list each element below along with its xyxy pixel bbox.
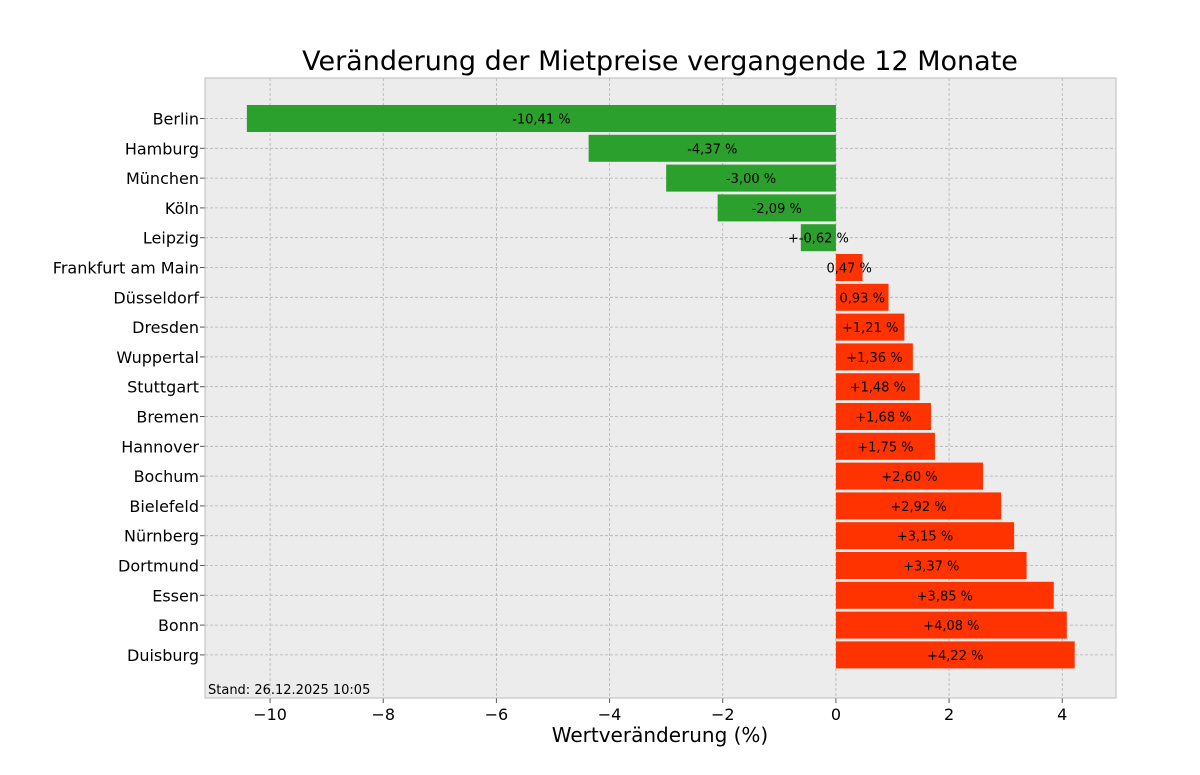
y-tick-label: Bonn xyxy=(158,616,199,635)
y-tick-label: Dresden xyxy=(132,318,199,337)
bar xyxy=(835,492,1002,520)
x-tick-labels: −10 −8 −6 −4 −2 0 2 4 xyxy=(253,698,1067,724)
bar-data-label: +3,85 % xyxy=(917,589,973,604)
x-tick-label: 4 xyxy=(1057,705,1067,724)
bar xyxy=(835,313,905,341)
bar-data-label: +4,22 % xyxy=(927,649,983,664)
x-tick-label: 2 xyxy=(944,705,954,724)
bar-data-label: +-0,62 % xyxy=(788,232,849,247)
bar xyxy=(835,343,913,371)
bar xyxy=(835,522,1015,550)
bar xyxy=(835,641,1075,669)
bar-data-label: 0,93 % xyxy=(840,291,885,306)
y-tick-label: Hamburg xyxy=(125,139,199,158)
bar-data-label: +2,60 % xyxy=(881,470,937,485)
bar xyxy=(835,611,1067,639)
y-tick-labels: Berlin Hamburg München Köln Leipzig Frankfurt… xyxy=(53,110,205,665)
grid-lines xyxy=(205,78,1116,698)
chart-title: Veränderung der Mietpreise vergangende 1… xyxy=(302,46,1018,77)
x-tick-label: −2 xyxy=(711,705,735,724)
y-tick-label: Düsseldorf xyxy=(113,288,199,307)
y-tick-label: Dortmund xyxy=(118,557,199,576)
bar-data-label: +1,21 % xyxy=(842,321,898,336)
x-tick-label: −4 xyxy=(598,705,622,724)
y-tick-label: Hannover xyxy=(121,437,199,456)
bar xyxy=(835,462,984,490)
bars xyxy=(246,105,1075,669)
x-tick-label: −8 xyxy=(371,705,395,724)
bar xyxy=(835,552,1027,579)
bar xyxy=(800,224,836,252)
bar xyxy=(835,283,889,311)
bar-data-label: +3,15 % xyxy=(897,530,953,545)
bar-data-label: -4,37 % xyxy=(687,142,737,157)
y-tick-label: Stuttgart xyxy=(127,378,199,397)
y-tick-label: Köln xyxy=(165,199,199,218)
y-tick-label: Frankfurt am Main xyxy=(53,259,199,278)
y-tick-label: Wuppertal xyxy=(116,348,199,367)
y-tick-label: Bremen xyxy=(136,408,199,427)
y-tick-label: Bielefeld xyxy=(129,497,199,516)
bar-data-label: +4,08 % xyxy=(923,619,979,634)
bar xyxy=(717,194,836,222)
bar-data-label: 0,47 % xyxy=(826,262,871,277)
bar xyxy=(246,105,836,132)
bar xyxy=(588,134,836,162)
y-tick-label: Duisburg xyxy=(127,646,199,665)
bar-data-label: +1,75 % xyxy=(857,440,913,455)
x-axis-label: Wertveränderung (%) xyxy=(552,723,769,747)
bar xyxy=(835,373,920,401)
bar xyxy=(835,581,1054,609)
bar xyxy=(835,254,863,281)
bar xyxy=(835,403,931,430)
bar-data-label: +1,36 % xyxy=(846,351,902,366)
y-tick-label: Leipzig xyxy=(143,229,199,248)
bar-labels: -10,41 % -4,37 % -3,00 % -2,09 % +-0,62 % 0,4… xyxy=(512,113,983,664)
bar xyxy=(835,432,935,460)
bar-data-label: +1,68 % xyxy=(855,411,911,426)
bar-data-label: -10,41 % xyxy=(512,113,570,128)
bar-data-label: -2,09 % xyxy=(752,202,802,217)
x-tick-label: −10 xyxy=(253,705,287,724)
bar xyxy=(666,164,836,192)
bar-data-label: +1,48 % xyxy=(850,381,906,396)
footnote: Stand: 26.12.2025 10:05 xyxy=(208,683,370,698)
y-tick-label: Bochum xyxy=(134,467,199,486)
x-tick-label: −6 xyxy=(485,705,509,724)
y-tick-label: Nürnberg xyxy=(124,527,199,546)
bar-data-label: +2,92 % xyxy=(890,500,946,515)
y-tick-label: München xyxy=(126,169,199,188)
y-tick-label: Essen xyxy=(152,586,199,605)
plot-frame xyxy=(204,77,1117,699)
x-tick-label: 0 xyxy=(831,705,841,724)
bar-data-label: +3,37 % xyxy=(903,560,959,575)
y-tick-label: Berlin xyxy=(153,110,199,129)
bar-data-label: -3,00 % xyxy=(726,172,776,187)
